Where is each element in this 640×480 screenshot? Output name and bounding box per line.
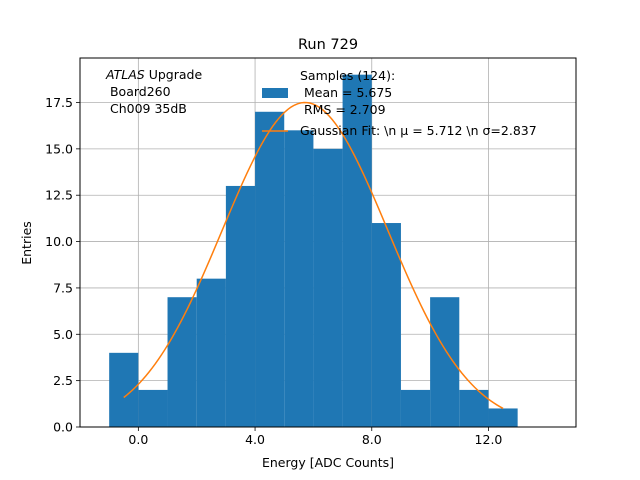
y-tick-label: 0.0 xyxy=(53,420,73,435)
histogram-bar xyxy=(138,389,168,427)
y-tick-label: 17.5 xyxy=(45,95,73,110)
y-tick-label: 12.5 xyxy=(45,188,73,203)
histogram-bar xyxy=(196,278,226,427)
gaussian-fit xyxy=(123,101,504,410)
plot-frame xyxy=(79,57,577,428)
legend: Samples (124): Mean = 5.675 RMS = 2.709 … xyxy=(262,68,537,138)
x-axis-label: Energy [ADC Counts] xyxy=(262,455,394,470)
x-tick-label: 4.0 xyxy=(245,432,265,447)
histogram-bars xyxy=(109,74,518,428)
legend-samples: Samples (124): xyxy=(300,68,395,83)
legend-rms: RMS = 2.709 xyxy=(300,102,386,117)
upgrade-label: Upgrade xyxy=(145,67,203,82)
chart-title: Run 729 xyxy=(298,37,358,53)
histogram-bar xyxy=(109,352,139,427)
histogram-bar xyxy=(488,408,518,427)
fit-curve xyxy=(123,101,504,410)
histogram-bar xyxy=(430,297,460,427)
histogram-bar xyxy=(313,148,343,427)
y-axis-label: Entries xyxy=(19,221,34,265)
atlas-annotation: ATLAS Upgrade Board260 Ch009 35dB xyxy=(105,67,202,116)
legend-mean: Mean = 5.675 xyxy=(300,85,392,100)
histogram-bar xyxy=(284,130,314,427)
histogram-bar xyxy=(225,185,256,427)
y-tick-label: 2.5 xyxy=(53,373,73,388)
channel-label: Ch009 35dB xyxy=(106,101,187,116)
svg-text:ATLAS Upgrade: ATLAS Upgrade xyxy=(105,67,202,82)
atlas-label: ATLAS xyxy=(105,67,145,82)
y-tick-label: 5.0 xyxy=(53,327,73,342)
legend-fit-label: Gaussian Fit: \n μ = 5.712 \n σ=2.837 xyxy=(300,123,537,138)
histogram-bar xyxy=(400,389,431,427)
board-label: Board260 xyxy=(106,84,171,99)
x-tick-label: 0.0 xyxy=(128,432,148,447)
axis-ticks: 0.0 4.0 8.0 12.0 0.0 2.5 5.0 7.5 10.0 12.5 15.0 17.… xyxy=(45,95,502,447)
x-tick-label: 12.0 xyxy=(475,432,503,447)
x-tick-label: 8.0 xyxy=(362,432,382,447)
histogram-bar xyxy=(371,223,401,427)
histogram-bar xyxy=(167,297,197,427)
histogram-bar xyxy=(255,111,285,428)
histogram-bar xyxy=(342,74,372,427)
y-tick-label: 10.0 xyxy=(45,234,73,249)
y-tick-label: 7.5 xyxy=(53,280,73,295)
legend-histogram-swatch xyxy=(262,88,288,98)
y-tick-label: 15.0 xyxy=(45,141,73,156)
